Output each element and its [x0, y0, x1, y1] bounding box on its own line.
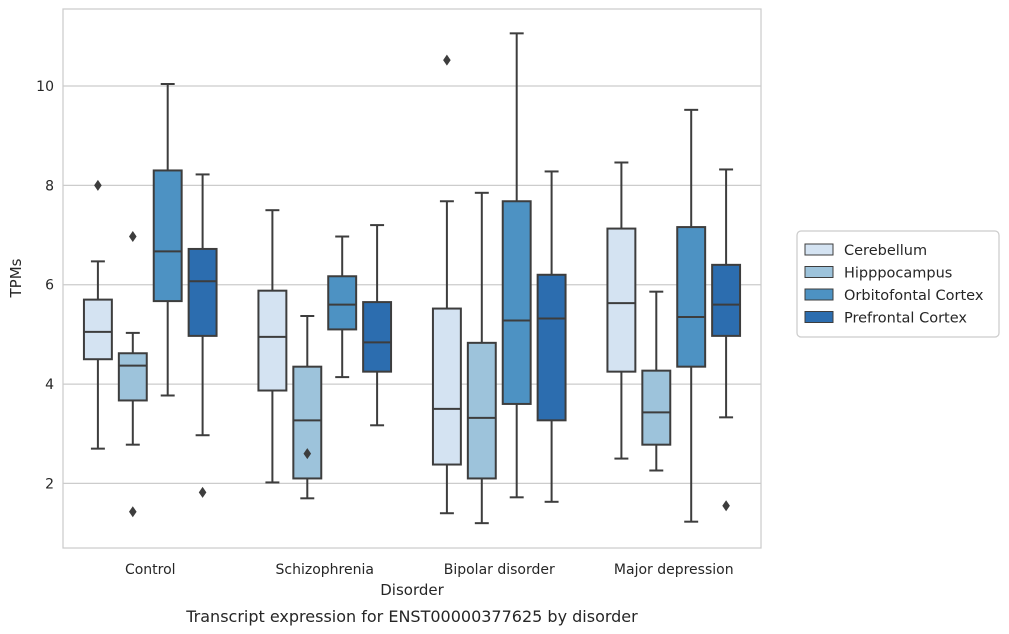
- boxes-layer: [82, 32, 742, 525]
- box-cerebellum: [606, 161, 637, 460]
- x-tick-label: Control: [125, 562, 176, 578]
- box-iqr: [466, 341, 497, 480]
- box-iqr: [257, 289, 288, 392]
- y-tick-labels: 2 4 6 8 10: [36, 79, 54, 492]
- box-hipppocampus: [641, 290, 672, 472]
- box-cerebellum: [431, 54, 462, 515]
- outlier-point: [94, 179, 102, 191]
- y-axis-label: TPMs: [7, 258, 25, 298]
- box-iqr: [187, 247, 218, 337]
- box-iqr: [82, 298, 113, 361]
- box-prefrontal-cortex: [711, 168, 742, 512]
- x-tick-label: Major depression: [614, 562, 734, 578]
- y-tick-label: 10: [36, 79, 54, 95]
- x-axis-label: Disorder: [380, 581, 444, 599]
- outlier-point: [722, 500, 730, 512]
- legend-label: Hipppocampus: [844, 266, 952, 282]
- outlier-point: [303, 448, 312, 460]
- outlier-point: [198, 486, 207, 498]
- outlier-point: [129, 506, 137, 518]
- box-cerebellum: [257, 209, 288, 484]
- chart-caption: Transcript expression for ENST0000037762…: [185, 607, 638, 626]
- box-iqr: [152, 169, 183, 303]
- outlier-point: [129, 231, 137, 243]
- x-tick-labels: Control Schizophrenia Bipolar disorder Majo…: [125, 562, 734, 578]
- legend-label: Prefrontal Cortex: [844, 311, 967, 327]
- legend-frame: [796, 230, 1000, 338]
- plot-frame: [62, 8, 762, 549]
- box-cerebellum: [82, 179, 113, 450]
- y-tick-label: 8: [45, 178, 54, 194]
- box-iqr: [327, 275, 358, 331]
- y-tick-label: 2: [45, 476, 54, 492]
- box-iqr: [501, 200, 532, 405]
- box-orbitofontal-cortex: [152, 83, 183, 397]
- y-tick-label: 4: [45, 377, 54, 393]
- legend: Cerebellum Hipppocampus Orbitofontal Corte…: [796, 230, 1000, 338]
- box-prefrontal-cortex: [536, 170, 567, 503]
- box-iqr: [711, 263, 742, 337]
- legend-swatch: [804, 266, 834, 278]
- box-iqr: [641, 369, 672, 446]
- box-hipppocampus: [292, 315, 323, 500]
- box-orbitofontal-cortex: [676, 108, 707, 523]
- box-orbitofontal-cortex: [327, 235, 358, 379]
- y-tick-label: 6: [45, 278, 54, 294]
- x-tick-label: Schizophrenia: [276, 562, 374, 578]
- legend-swatch: [804, 243, 834, 256]
- box-iqr: [362, 301, 393, 373]
- outlier-point: [443, 54, 451, 66]
- legend-label: Cerebellum: [844, 243, 927, 259]
- box-iqr: [606, 227, 637, 373]
- legend-swatch: [804, 311, 834, 323]
- box-iqr: [292, 365, 323, 480]
- box-orbitofontal-cortex: [501, 32, 532, 499]
- box-hipppocampus: [466, 191, 497, 525]
- box-iqr: [431, 307, 462, 466]
- box-prefrontal-cortex: [187, 173, 218, 498]
- box-prefrontal-cortex: [362, 224, 393, 427]
- box-iqr: [117, 352, 148, 402]
- box-hipppocampus: [117, 231, 148, 518]
- box-iqr: [536, 273, 567, 422]
- legend-swatch: [804, 288, 834, 301]
- legend-label: Orbitofontal Cortex: [844, 288, 984, 304]
- x-tick-label: Bipolar disorder: [444, 562, 555, 578]
- box-iqr: [676, 226, 707, 368]
